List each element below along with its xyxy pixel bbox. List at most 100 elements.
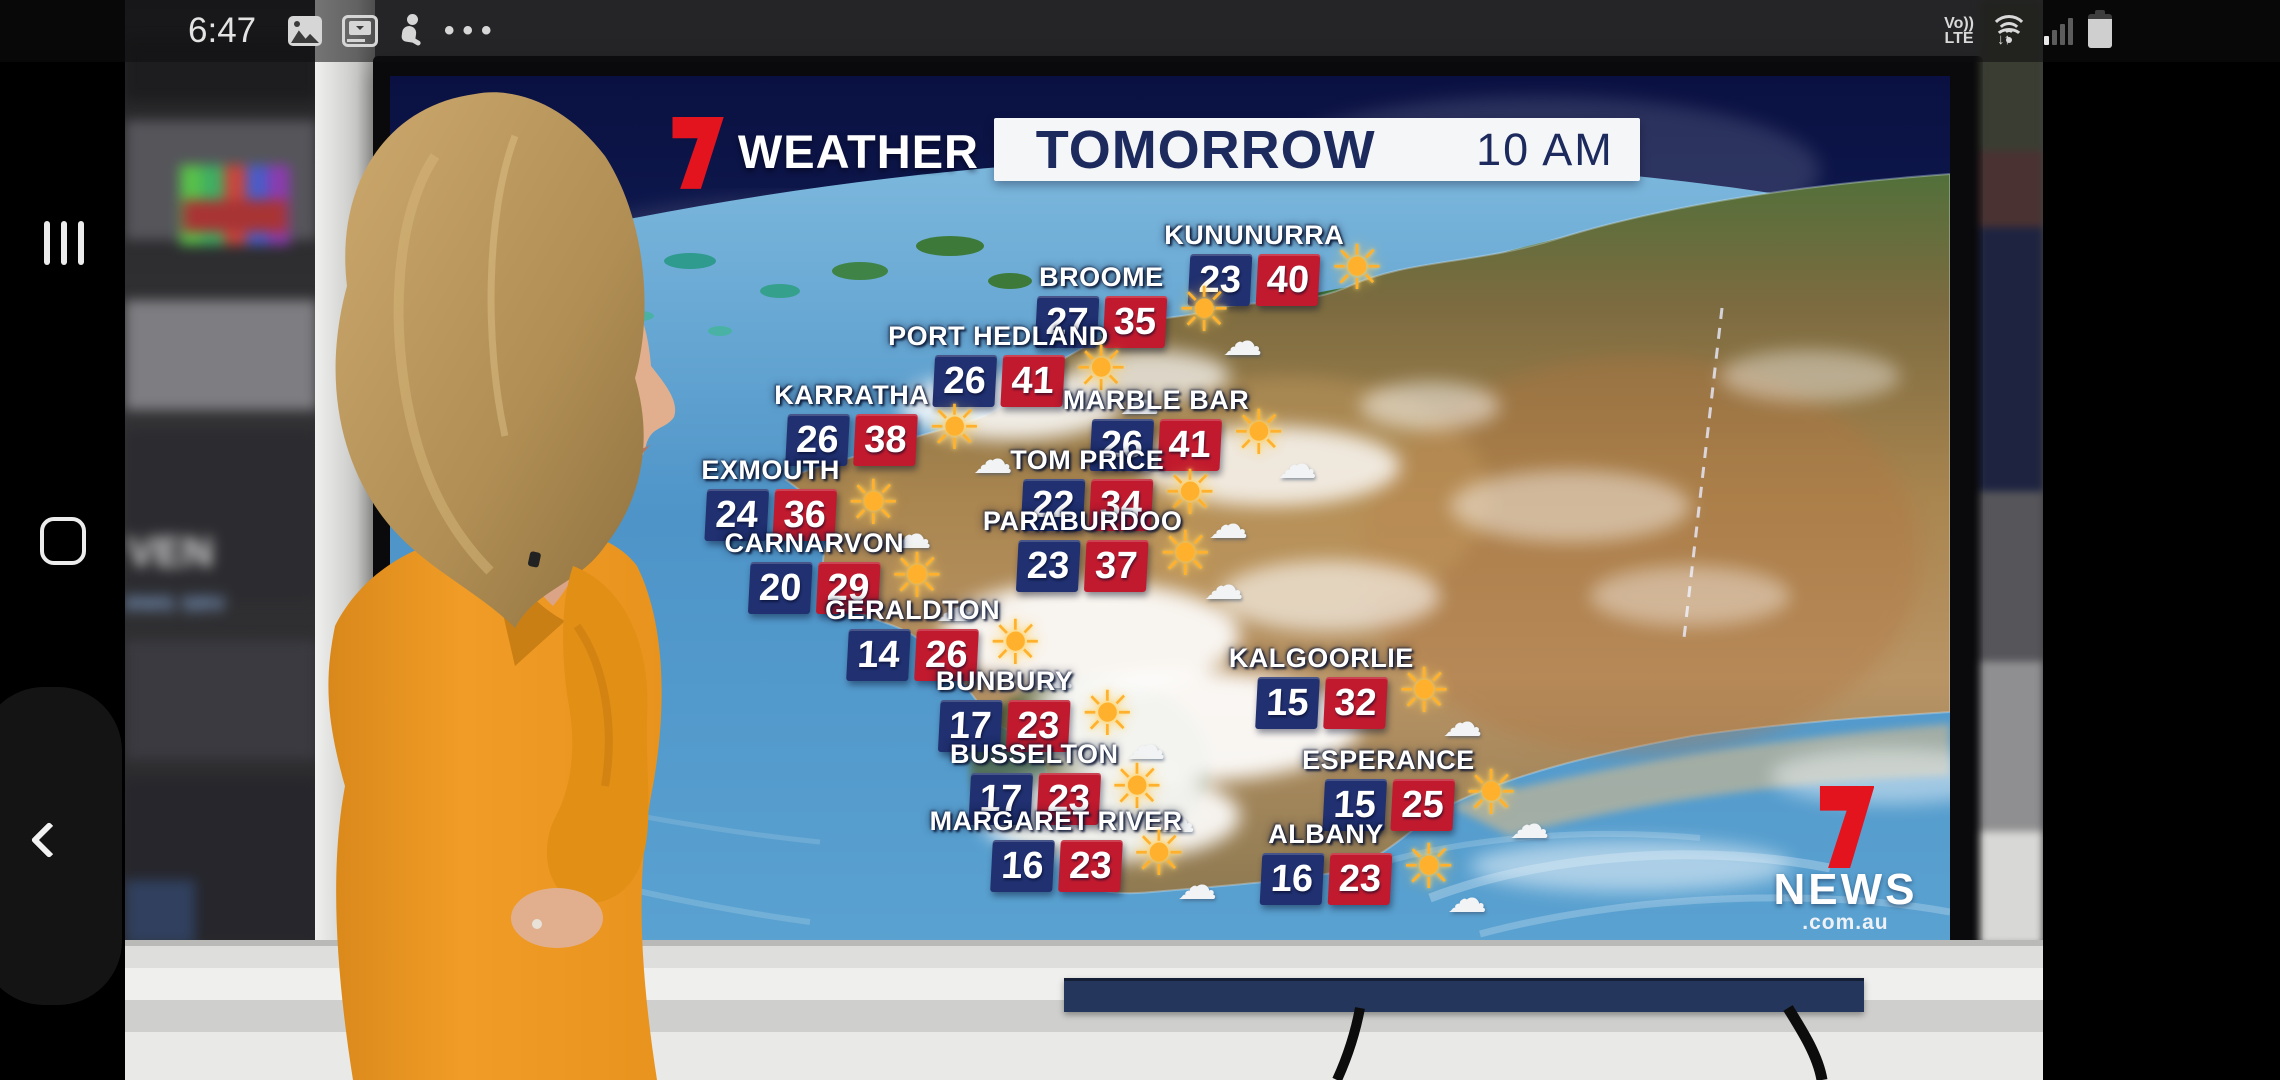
cloud-icon: ☁ — [1208, 502, 1249, 549]
max-temp: 23 — [1327, 853, 1393, 906]
city-forecast: TOM PRICE 22 34 ☀ ☁ — [1010, 445, 1248, 549]
max-temp: 37 — [1084, 540, 1149, 593]
weather-icon: ☀ ☁ — [1131, 817, 1217, 909]
max-temp: 25 — [1390, 779, 1455, 832]
city-temps: 14 26 ☀ ☁ — [846, 606, 1074, 698]
city-temps: 15 32 ☀ ☁ — [1254, 654, 1482, 746]
studio-screen-text: VEN — [127, 528, 214, 575]
city-forecast: GERALDTON 14 26 ☀ ☁ — [825, 595, 1074, 698]
city-forecast-layer: KUNUNURRA 23 40 ☀ ☁ BROOME 27 35 ☀ ☁ POR… — [390, 76, 1950, 958]
cloud-icon: ☁ — [1222, 319, 1263, 366]
city-temps: 17 23 ☀ ☁ — [967, 750, 1195, 842]
more-notifications-icon: ••• — [444, 14, 500, 47]
max-temp: 32 — [1322, 677, 1388, 729]
city-name: KALGOORLIE — [1228, 643, 1414, 673]
sun-icon: ☀ — [1157, 517, 1214, 591]
sun-icon: ☀ — [1079, 677, 1136, 751]
sun-icon: ☀ — [1329, 230, 1385, 304]
wifi-icon: ↓↑ — [1989, 15, 2029, 48]
weather-presenter — [328, 92, 676, 1080]
city-temps: 26 41 ☀ ☁ — [1089, 396, 1317, 488]
recents-button[interactable] — [44, 221, 84, 265]
city-temps: 22 34 ☀ ☁ — [1020, 457, 1248, 549]
studio-screen-text-2: ews sev — [125, 586, 225, 616]
weather-map-screen: WEATHER TOMORROW 10 AM KUNUNURRA 23 40 ☀… — [390, 76, 1950, 958]
banner-time-label: 10 AM — [1476, 123, 1614, 175]
city-temps: 26 41 ☀ ☁ — [932, 332, 1159, 424]
home-button[interactable] — [40, 517, 86, 565]
city-forecast: BUSSELTON 17 23 ☀ ☁ — [950, 739, 1195, 842]
city-temps: 24 36 ☀ ☁ — [704, 466, 932, 558]
city-name: BUSSELTON — [950, 739, 1119, 770]
weather-icon: ☀ ☁ — [1463, 756, 1549, 848]
max-temp: 38 — [853, 414, 919, 467]
seven-news-logo-icon — [1819, 786, 1875, 868]
battery-icon — [2088, 10, 2112, 48]
cloud-icon: ☁ — [1276, 441, 1317, 488]
back-button[interactable] — [0, 687, 122, 1005]
city-name: MARGARET RIVER — [929, 806, 1183, 837]
cloud-icon: ☁ — [1155, 796, 1196, 843]
banner-day-label: TOMORROW — [1035, 119, 1376, 180]
program-title: WEATHER — [737, 125, 979, 179]
city-name: ESPERANCE — [1302, 745, 1475, 776]
status-bar: 6:47 ••• Vo)) LTE ↓↑ — [0, 0, 2280, 62]
city-temps: 16 23 ☀ ☁ — [989, 817, 1217, 909]
city-name: EXMOUTH — [701, 455, 840, 486]
city-name: KARRATHA — [774, 380, 930, 411]
city-forecast: PARABURDOO 23 37 ☀ ☁ — [983, 506, 1244, 609]
city-forecast: EXMOUTH 24 36 ☀ ☁ — [701, 455, 932, 558]
min-temp: 20 — [747, 562, 813, 615]
video-player-frame[interactable]: VEN ews sev — [125, 0, 2043, 1080]
clock: 6:47 — [188, 11, 257, 50]
weather-icon: ☀ ☁ — [1162, 457, 1248, 549]
city-temps: 15 25 ☀ ☁ — [1322, 756, 1549, 848]
min-temp: 23 — [1016, 540, 1081, 593]
cloud-icon: ☁ — [935, 585, 976, 632]
city-name: ALBANY — [1268, 819, 1384, 850]
city-name: MARBLE BAR — [1062, 384, 1250, 415]
city-forecast: PORT HEDLAND 26 41 ☀ ☁ — [888, 321, 1159, 424]
cloud-icon: ☁ — [1033, 652, 1074, 699]
weather-wall-tv: WEATHER TOMORROW 10 AM KUNUNURRA 23 40 ☀… — [373, 56, 1983, 981]
back-chevron-icon — [30, 821, 68, 859]
city-forecast: KALGOORLIE 15 32 ☀ ☁ — [1228, 643, 1483, 746]
max-temp: 23 — [1057, 840, 1123, 893]
tv-stand — [1064, 978, 1864, 1012]
city-temps: 26 38 ☀ ☁ — [785, 391, 1013, 483]
city-forecast: KUNUNURRA 23 40 ☀ ☁ — [1164, 220, 1385, 306]
sun-icon: ☀ — [1073, 332, 1129, 406]
max-temp: 40 — [1255, 253, 1321, 306]
seven-news-watermark: NEWS .com.au — [1760, 786, 1932, 954]
city-forecast: KARRATHA 26 38 ☀ ☁ — [774, 380, 1013, 483]
cloud-icon: ☁ — [972, 437, 1013, 484]
volte-icon: Vo)) LTE — [1944, 15, 1974, 47]
studio-right-strip — [1980, 0, 2043, 945]
cloud-icon: ☁ — [1509, 802, 1550, 849]
weather-icon: ☀ ☁ — [1231, 396, 1317, 488]
weather-icon: ☀ ☁ — [1176, 273, 1262, 365]
city-temps: 20 29 ☀ ☁ — [747, 539, 975, 631]
watermark-domain-text: .com.au — [1802, 911, 1889, 934]
weather-icon: ☀ ☁ — [1080, 677, 1166, 769]
weather-icon: ☀ ☁ — [889, 539, 975, 631]
sun-icon: ☀ — [1131, 817, 1187, 891]
cloud-icon: ☁ — [1125, 723, 1166, 770]
sun-icon: ☀ — [926, 391, 983, 465]
cloud-icon: ☁ — [1203, 563, 1244, 610]
signal-strength-icon — [2044, 17, 2073, 45]
weather-icon: ☀ ☁ — [988, 606, 1074, 698]
city-forecast: ESPERANCE 15 25 ☀ ☁ — [1302, 745, 1549, 848]
cloud-icon: ☁ — [1442, 700, 1483, 747]
city-name: BROOME — [1039, 261, 1164, 292]
sun-icon: ☀ — [1176, 273, 1232, 347]
city-forecast: MARGARET RIVER 16 23 ☀ ☁ — [929, 806, 1218, 909]
city-name: PORT HEDLAND — [888, 321, 1109, 352]
max-temp: 41 — [1000, 355, 1065, 408]
gallery-notification-icon — [288, 16, 322, 46]
weather-icon: ☀ ☁ — [1109, 750, 1195, 842]
screen-cast-notification-icon — [342, 15, 378, 47]
weather-icon: ☀ ☁ — [1158, 517, 1244, 609]
city-forecast: BUNBURY 17 23 ☀ ☁ — [936, 666, 1166, 769]
weather-icon: ☀ ☁ — [846, 466, 932, 558]
